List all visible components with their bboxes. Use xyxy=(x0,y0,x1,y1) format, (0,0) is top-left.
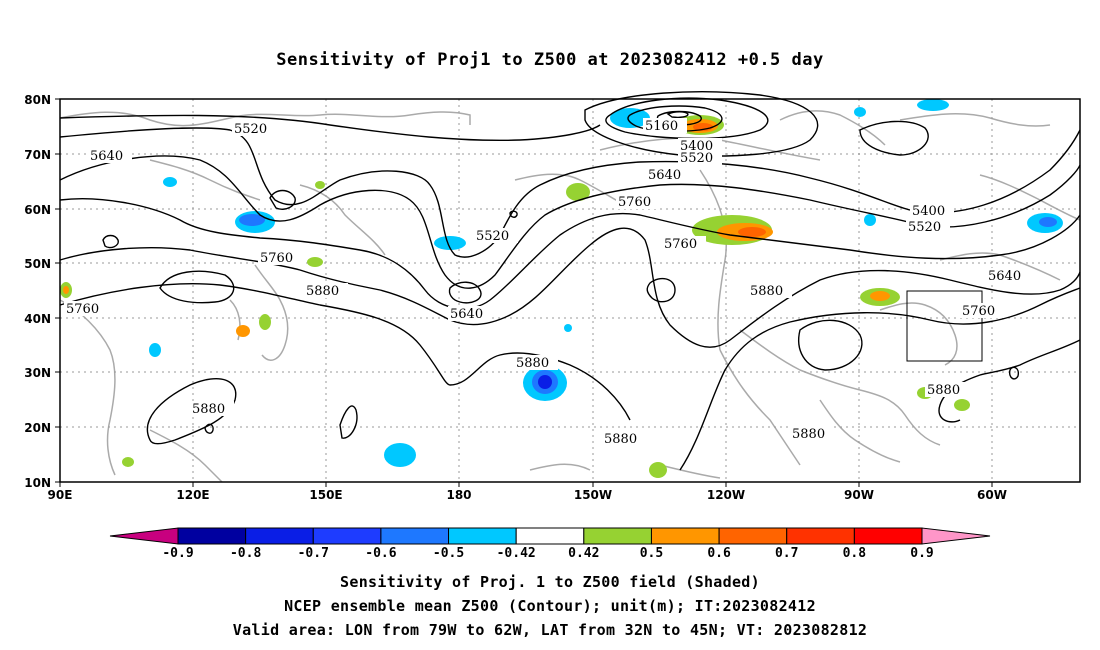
colorbar-label: -0.5 xyxy=(433,546,464,561)
lon-label: 120W xyxy=(707,488,745,502)
colorbar-label: -0.42 xyxy=(497,546,536,561)
lon-label: 90W xyxy=(844,488,874,502)
colorbar-label: 0.5 xyxy=(640,546,663,561)
valid-area-box xyxy=(906,290,983,362)
contour-label: 5760 xyxy=(664,237,697,252)
contour-label: 5520 xyxy=(680,151,713,166)
contour-label: 5640 xyxy=(988,269,1021,284)
colorbar-label: -0.7 xyxy=(298,546,329,561)
contour-label: 5760 xyxy=(962,304,995,319)
lat-label: 40N xyxy=(24,312,51,326)
contour-label: 5400 xyxy=(912,204,945,219)
lat-label: 30N xyxy=(24,366,51,380)
lon-label: 60W xyxy=(977,488,1007,502)
colorbar-swatch xyxy=(380,527,450,545)
sensitivity-shading xyxy=(60,99,1063,478)
colorbar-swatch xyxy=(245,527,314,545)
contour-label: 5760 xyxy=(618,195,651,210)
colorbar-right-arrow xyxy=(921,527,991,545)
colorbar-swatch xyxy=(650,527,720,545)
lat-label: 50N xyxy=(24,257,51,271)
colorbar-label: 0.8 xyxy=(843,546,867,561)
colorbar-label: 0.42 xyxy=(568,546,599,561)
colorbar-label: -0.6 xyxy=(365,546,396,561)
contour-label: 5760 xyxy=(260,251,293,266)
lon-label: 180 xyxy=(446,488,471,502)
contour-label: 5520 xyxy=(908,220,941,235)
contour-label-5880-east: 5880 xyxy=(927,383,960,398)
contour-label: 5880 xyxy=(792,427,825,442)
lon-label: 150W xyxy=(574,488,612,502)
lat-label: 80N xyxy=(24,93,51,107)
lat-label: 70N xyxy=(24,148,51,162)
coastlines xyxy=(59,110,1081,483)
colorbar-swatch xyxy=(786,527,855,545)
contour-label: 5880 xyxy=(604,432,637,447)
lon-label: 150E xyxy=(309,488,342,502)
contour-label: 5520 xyxy=(234,122,267,137)
contour-label: 5640 xyxy=(450,307,483,322)
longitude-labels: 90E 120E 150E 180 150W 120W 90W 60W xyxy=(48,488,1007,502)
contour-label: 5880 xyxy=(750,284,783,299)
caption-line-3: Valid area: LON from 79W to 62W, LAT fro… xyxy=(232,621,868,639)
contour-label: 5880 xyxy=(192,402,225,417)
colorbar: -0.9 -0.8 -0.7 -0.6 -0.5 -0.42 0.42 0.5 0.6 0.7 0.… xyxy=(109,527,991,561)
colorbar-swatch xyxy=(448,527,517,545)
contour-label: 5880 xyxy=(306,284,339,299)
colorbar-left-arrow xyxy=(109,527,179,545)
tick-marks xyxy=(55,98,993,487)
lat-label: 20N xyxy=(24,421,51,435)
colorbar-label: 0.7 xyxy=(775,546,798,561)
colorbar-label: -0.9 xyxy=(162,546,193,561)
colorbar-swatch xyxy=(312,527,382,545)
caption-line-2: NCEP ensemble mean Z500 (Contour); unit(… xyxy=(284,597,816,615)
colorbar-swatch xyxy=(515,527,585,545)
contour-label: 5640 xyxy=(90,149,123,164)
lat-label: 10N xyxy=(24,476,51,490)
colorbar-label: -0.8 xyxy=(230,546,261,561)
latitude-labels: 80N 70N 60N 50N 40N 30N 20N 10N xyxy=(24,93,51,490)
colorbar-label: 0.6 xyxy=(707,546,731,561)
contour-label: 5880 xyxy=(516,356,549,371)
caption-line-1: Sensitivity of Proj. 1 to Z500 field (Sh… xyxy=(340,573,760,591)
lat-label: 60N xyxy=(24,203,51,217)
colorbar-swatch xyxy=(718,527,788,545)
colorbar-label: 0.9 xyxy=(910,546,933,561)
map-title: Sensitivity of Proj1 to Z500 at 20230824… xyxy=(276,50,824,70)
contour-label: 5160 xyxy=(645,119,678,134)
colorbar-swatch xyxy=(177,527,247,545)
lon-label: 90E xyxy=(48,488,73,502)
lon-label: 120E xyxy=(176,488,209,502)
graticule xyxy=(60,99,1080,482)
contour-labels: 5520 5640 5160 5400 5520 5640 5760 5400 … xyxy=(64,118,1030,447)
contour-label: 5760 xyxy=(66,302,99,317)
colorbar-swatch xyxy=(853,527,923,545)
colorbar-swatch xyxy=(583,527,652,545)
contour-label: 5640 xyxy=(648,168,681,183)
contour-label: 5520 xyxy=(476,229,509,244)
